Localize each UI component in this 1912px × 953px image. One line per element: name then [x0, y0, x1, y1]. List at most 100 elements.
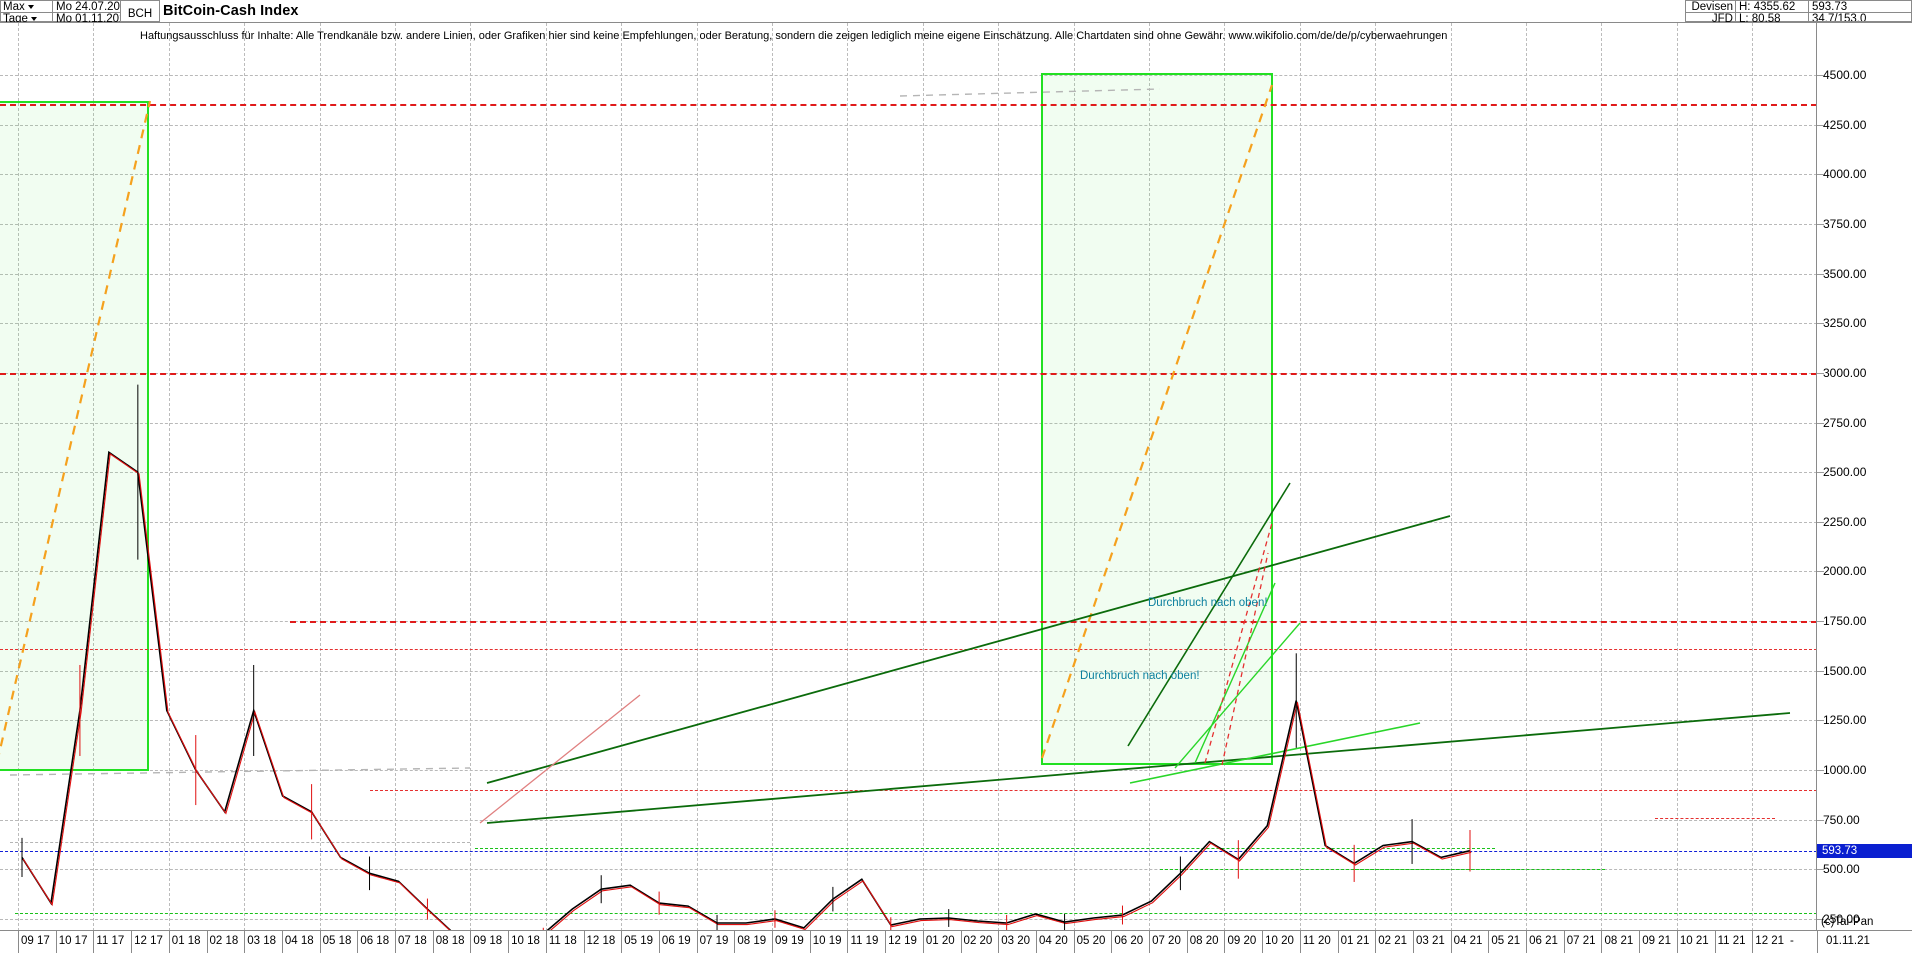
date-axis-separator	[1526, 931, 1528, 953]
date-axis-separator	[658, 931, 660, 953]
date-tick-label: 09 17	[21, 935, 50, 947]
gridline-horizontal	[0, 75, 1816, 76]
disclaimer-text: Haftungsausschluss für Inhalte: Alle Tre…	[140, 30, 1448, 42]
date-axis-separator	[1149, 931, 1151, 953]
date-axis-separator	[1299, 931, 1301, 953]
date-tick-label: 09 18	[473, 935, 503, 947]
gridline-horizontal	[0, 571, 1816, 573]
gridline-vertical	[1450, 23, 1452, 930]
gridline-vertical	[244, 23, 246, 930]
gridline-vertical	[1073, 23, 1075, 930]
gridline-vertical	[621, 23, 623, 930]
support-level-500	[1160, 869, 1520, 871]
gridline-vertical	[1375, 23, 1377, 930]
date-axis-separator	[1262, 931, 1264, 953]
gridline-vertical	[1752, 23, 1754, 930]
date-tick-label: 11 17	[96, 935, 125, 947]
price-tick-label: 2750.00	[1823, 415, 1867, 430]
range-dropdown[interactable]: Max Tage	[0, 0, 52, 25]
gridline-vertical	[772, 23, 774, 930]
date-axis-separator	[281, 931, 283, 953]
gridline-vertical	[18, 23, 19, 930]
gridline-horizontal	[0, 819, 1816, 821]
price-series-black	[21, 450, 1471, 930]
range-label: Max	[3, 0, 25, 13]
date-tick-label: 07 19	[699, 935, 729, 947]
trendline-green-steep	[1127, 482, 1291, 747]
date-tick-label: 09 20	[1227, 935, 1257, 947]
date-axis-separator	[206, 931, 208, 953]
date-tick-label: 08 19	[737, 935, 767, 947]
fanline-green-3	[1194, 582, 1276, 764]
chart-plot-area[interactable]: Durchbruch nach oben! Durchbruch nach obe…	[0, 22, 1817, 930]
fanline-green-1	[1129, 722, 1421, 784]
date-axis-separator	[55, 931, 57, 953]
chart-overlay	[0, 84, 1791, 930]
gridline-horizontal	[0, 521, 1816, 523]
price-tick	[1817, 323, 1824, 325]
date-axis-separator	[1639, 931, 1641, 953]
trendline-orange-right	[1040, 84, 1274, 759]
date-axis-separator	[1676, 931, 1678, 953]
date-tick-label: 12 21	[1755, 935, 1785, 947]
date-tick-label: 11 20	[1302, 935, 1331, 947]
chevron-down-icon	[30, 16, 37, 21]
price-tick	[1817, 720, 1824, 722]
price-tick	[1817, 124, 1824, 126]
gridline-vertical	[1676, 23, 1678, 930]
trendline-orange-left	[0, 100, 152, 755]
low-value: L: 80.58	[1736, 12, 1808, 25]
price-tick-label: 4500.00	[1823, 68, 1867, 82]
price-tick	[1817, 174, 1824, 176]
price-tick-label: 3500.00	[1823, 266, 1867, 281]
date-tick-label: 02 21	[1378, 935, 1408, 947]
date-tick-label: 10 17	[58, 935, 88, 947]
date-tick-label: 12 19	[888, 935, 917, 947]
high-value: H: 4355.62	[1739, 0, 1796, 13]
date-tick-label: 05 18	[322, 935, 352, 947]
copyright-label: (c)Tai-Pan	[1821, 916, 1874, 928]
fanline-red-1	[1204, 522, 1273, 764]
date-axis-separator	[244, 931, 246, 953]
page-title: BitCoin-Cash Index	[163, 3, 299, 19]
date-axis-separator	[1186, 931, 1188, 953]
date-tick-label: 07 18	[398, 935, 427, 947]
price-tick	[1817, 273, 1824, 275]
gridline-horizontal	[0, 124, 1816, 126]
date-axis-separator	[1563, 931, 1565, 953]
date-tick-label: 10 18	[511, 935, 540, 947]
price-axis[interactable]: 4500.00 4250.00 4000.00 3750.00 3500.00 3250.…	[1817, 22, 1912, 930]
range-dropdown-value[interactable]: Max	[1, 0, 52, 13]
date-axis-separator	[319, 931, 321, 953]
support-level-280	[15, 913, 1816, 915]
date-axis[interactable]: 09 17 10 17 11 17 12 17 01 18 02 18 03 18 04 18…	[0, 930, 1912, 953]
date-tick-label: 02 20	[963, 935, 993, 947]
date-tick-label: 10 19	[812, 935, 842, 947]
date-tick-label: 05 19	[624, 935, 653, 947]
date-tick-label: 06 19	[661, 935, 691, 947]
price-series-red	[22, 452, 1472, 930]
price-tick-label: 4000.00	[1823, 167, 1867, 182]
date-tick-label: 01 18	[171, 935, 201, 947]
resistance-level-3000	[0, 372, 1816, 375]
date-range-box[interactable]: Mo 24.07.2017 Mo 01.11.2021	[52, 0, 133, 25]
ticker-symbol-box[interactable]: BCH	[120, 0, 160, 22]
gridline-horizontal	[0, 273, 1816, 275]
date-axis-separator	[432, 931, 434, 953]
price-tick-label: 4250.00	[1823, 117, 1867, 132]
last-price: 593.73	[1812, 0, 1848, 13]
date-tick-label: 06 20	[1114, 935, 1144, 947]
interval-dropdown-value[interactable]: Tage	[1, 12, 52, 25]
date-axis-separator	[470, 931, 472, 953]
date-tick-label: 08 18	[435, 935, 465, 947]
change-values: 34.7/153.0	[1809, 12, 1911, 21]
date-tick-label: 05 21	[1491, 935, 1521, 947]
axis-end-date: 01.11.21	[1826, 935, 1870, 947]
date-tick-label: 01 21	[1340, 935, 1370, 947]
price-tick	[1817, 422, 1824, 424]
current-price-badge: 593.73	[1817, 843, 1912, 858]
date-tick-label: 04 21	[1453, 935, 1483, 947]
date-tick-label: 11 18	[548, 935, 577, 947]
date-axis-separator	[18, 931, 19, 953]
price-tick	[1817, 670, 1824, 672]
